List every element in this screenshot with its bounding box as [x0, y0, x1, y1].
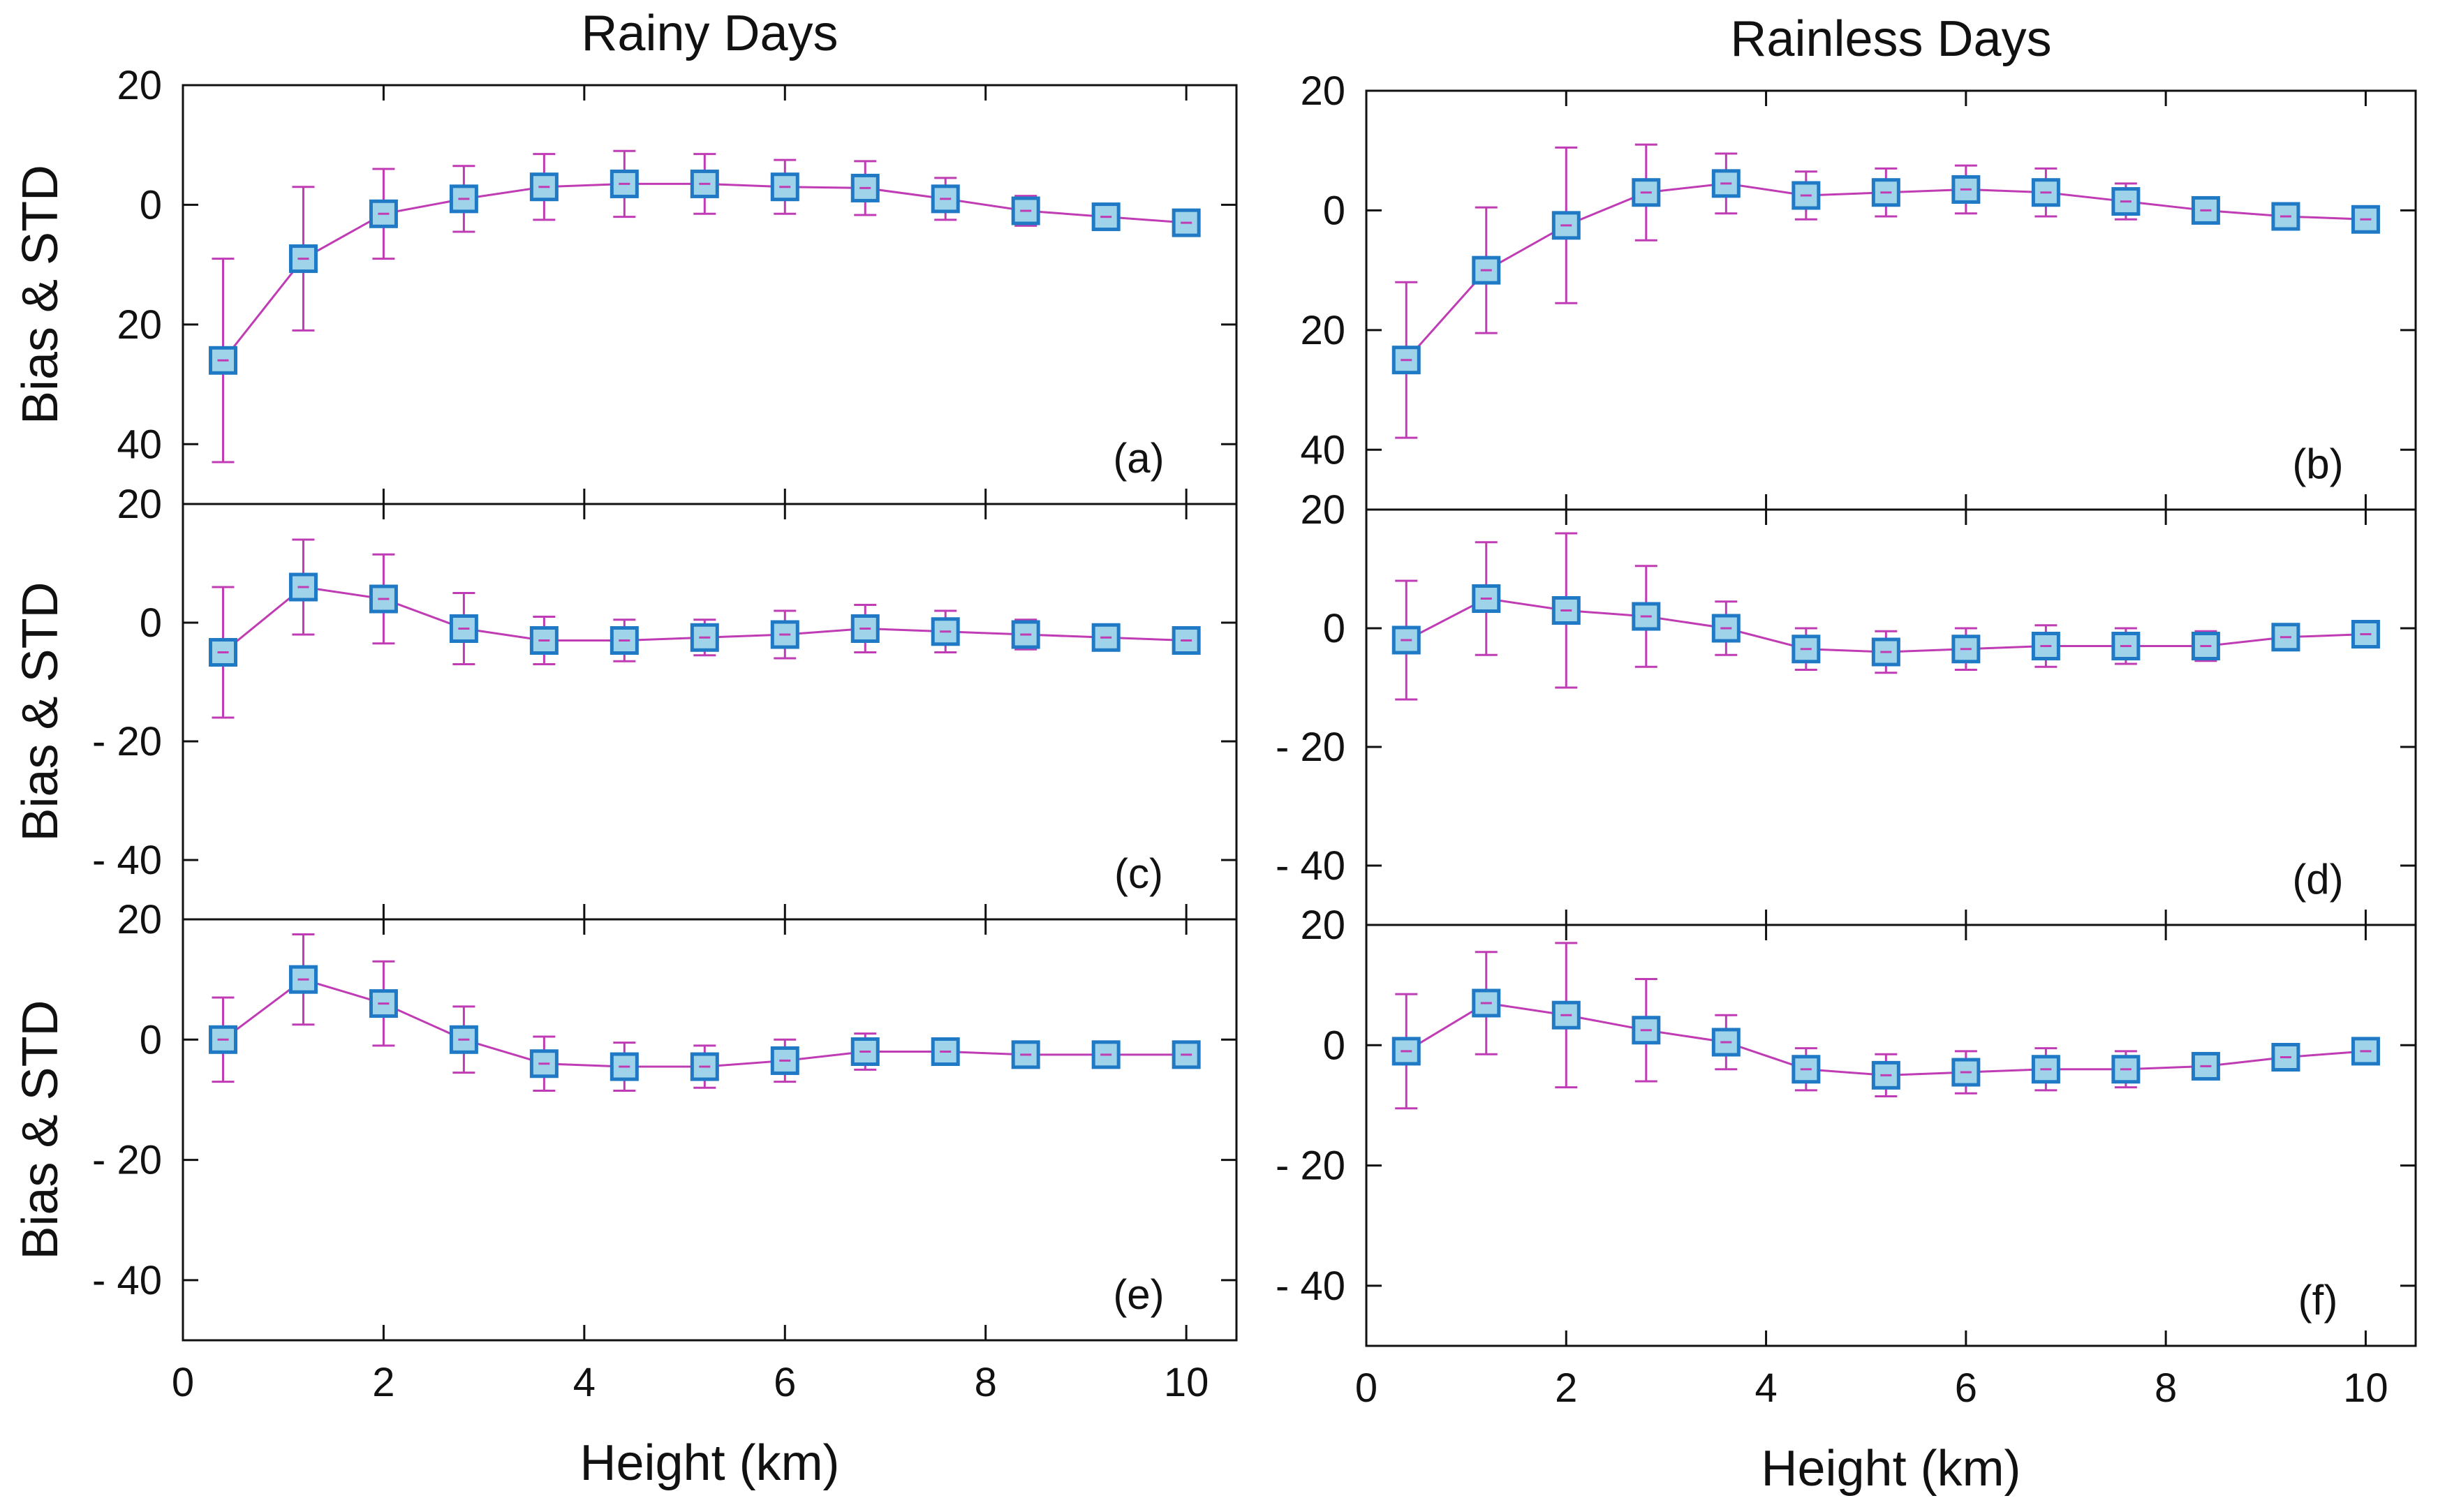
x-tick-label: 10	[2343, 1365, 2388, 1411]
data-point	[529, 1049, 559, 1079]
data-point	[2031, 1055, 2060, 1084]
panel-f: 20 0 - 20 - 40 0 2 4 6 8 10 Height (km) (f)	[1276, 903, 2417, 1497]
data-point	[1791, 635, 1821, 664]
data-point	[208, 1025, 237, 1054]
plot-frame	[182, 918, 1238, 1342]
plot-frame	[1365, 924, 2417, 1347]
x-tick-label: 0	[1355, 1365, 1377, 1411]
y-tick-label: 20	[1300, 308, 1345, 353]
x-tick-label: 10	[1164, 1360, 1209, 1405]
y-axis-title: Bias & STD	[13, 581, 68, 841]
data-point	[850, 614, 880, 643]
panel-d: 20 0 - 20 - 40 (d)	[1276, 487, 2417, 926]
data-point	[208, 346, 237, 375]
y-tick-label: 20	[117, 302, 162, 348]
y-tick-label: - 40	[1276, 843, 1345, 889]
panel-a: 20 0 20 40 Rainy Days Bias & STD (a)	[13, 6, 1238, 505]
column-title: Rainless Days	[1730, 11, 2051, 67]
panel-label: (d)	[2292, 856, 2343, 903]
y-tick-label: 0	[1323, 606, 1345, 651]
plot-frame	[182, 84, 1238, 505]
panel-label: (e)	[1113, 1271, 1164, 1318]
y-tick-label: - 20	[1276, 1143, 1345, 1189]
panel-b: 20 0 20 40 Rainless Days (b)	[1300, 11, 2417, 511]
y-tick-label: 20	[1300, 487, 1345, 533]
x-tick-label: 2	[1555, 1365, 1577, 1411]
x-tick-label: 8	[2155, 1365, 2177, 1411]
data-point	[1551, 596, 1581, 625]
panel-label: (f)	[2298, 1277, 2338, 1324]
y-tick-label: - 40	[92, 1258, 162, 1303]
panel-label: (c)	[1114, 850, 1163, 897]
x-tick-label: 4	[1754, 1365, 1777, 1411]
y-tick-label: - 40	[92, 838, 162, 883]
y-tick-label: 20	[1300, 68, 1345, 114]
y-tick-label: 40	[1300, 427, 1345, 473]
y-tick-label: - 20	[92, 719, 162, 764]
y-tick-label: 20	[1300, 903, 1345, 948]
y-tick-label: 20	[117, 482, 162, 527]
data-point	[610, 169, 639, 198]
y-tick-label: 0	[1323, 188, 1345, 233]
panel-label: (b)	[2292, 440, 2343, 487]
x-tick-label: 8	[975, 1360, 997, 1405]
x-axis-title: Height (km)	[579, 1435, 839, 1491]
data-point	[2111, 187, 2141, 216]
y-tick-label: - 40	[1276, 1263, 1345, 1309]
panel-label: (a)	[1113, 435, 1164, 482]
y-axis-title: Bias & STD	[13, 165, 68, 424]
y-tick-label: 40	[117, 422, 162, 467]
panel-c: 20 0 - 20 - 40 Bias & STD (c)	[13, 482, 1238, 921]
x-tick-label: 4	[573, 1360, 596, 1405]
y-tick-label: - 20	[92, 1138, 162, 1183]
data-point	[770, 1046, 799, 1075]
y-tick-label: 0	[1323, 1023, 1345, 1068]
plot-frame	[1365, 89, 2417, 511]
y-tick-label: 20	[117, 63, 162, 108]
data-point	[2031, 632, 2060, 660]
x-tick-label: 0	[172, 1360, 194, 1405]
y-tick-label: 0	[140, 182, 162, 228]
data-point	[1091, 1040, 1121, 1069]
x-axis-title: Height (km)	[1761, 1441, 2020, 1497]
x-tick-label: 2	[372, 1360, 394, 1405]
plot-frame	[1365, 508, 2417, 926]
data-point	[1011, 1040, 1040, 1069]
y-tick-label: 20	[117, 897, 162, 942]
data-point	[2351, 205, 2380, 234]
y-tick-label: - 20	[1276, 725, 1345, 770]
x-tick-label: 6	[774, 1360, 796, 1405]
data-point	[1791, 1055, 1821, 1084]
x-tick-label: 6	[1955, 1365, 1977, 1411]
y-tick-label: 0	[140, 600, 162, 646]
data-point	[2271, 1043, 2300, 1072]
panel-e: 20 0 - 20 - 40 0 2 4 6 8 10 Height (km) Bias & STD (…	[13, 897, 1238, 1491]
column-title: Rainy Days	[581, 6, 838, 61]
y-axis-title: Bias & STD	[13, 1000, 68, 1259]
y-tick-label: 0	[140, 1017, 162, 1062]
data-point	[931, 1037, 960, 1067]
data-point	[1551, 211, 1581, 240]
data-point	[1391, 346, 1421, 375]
plot-frame	[182, 503, 1238, 921]
